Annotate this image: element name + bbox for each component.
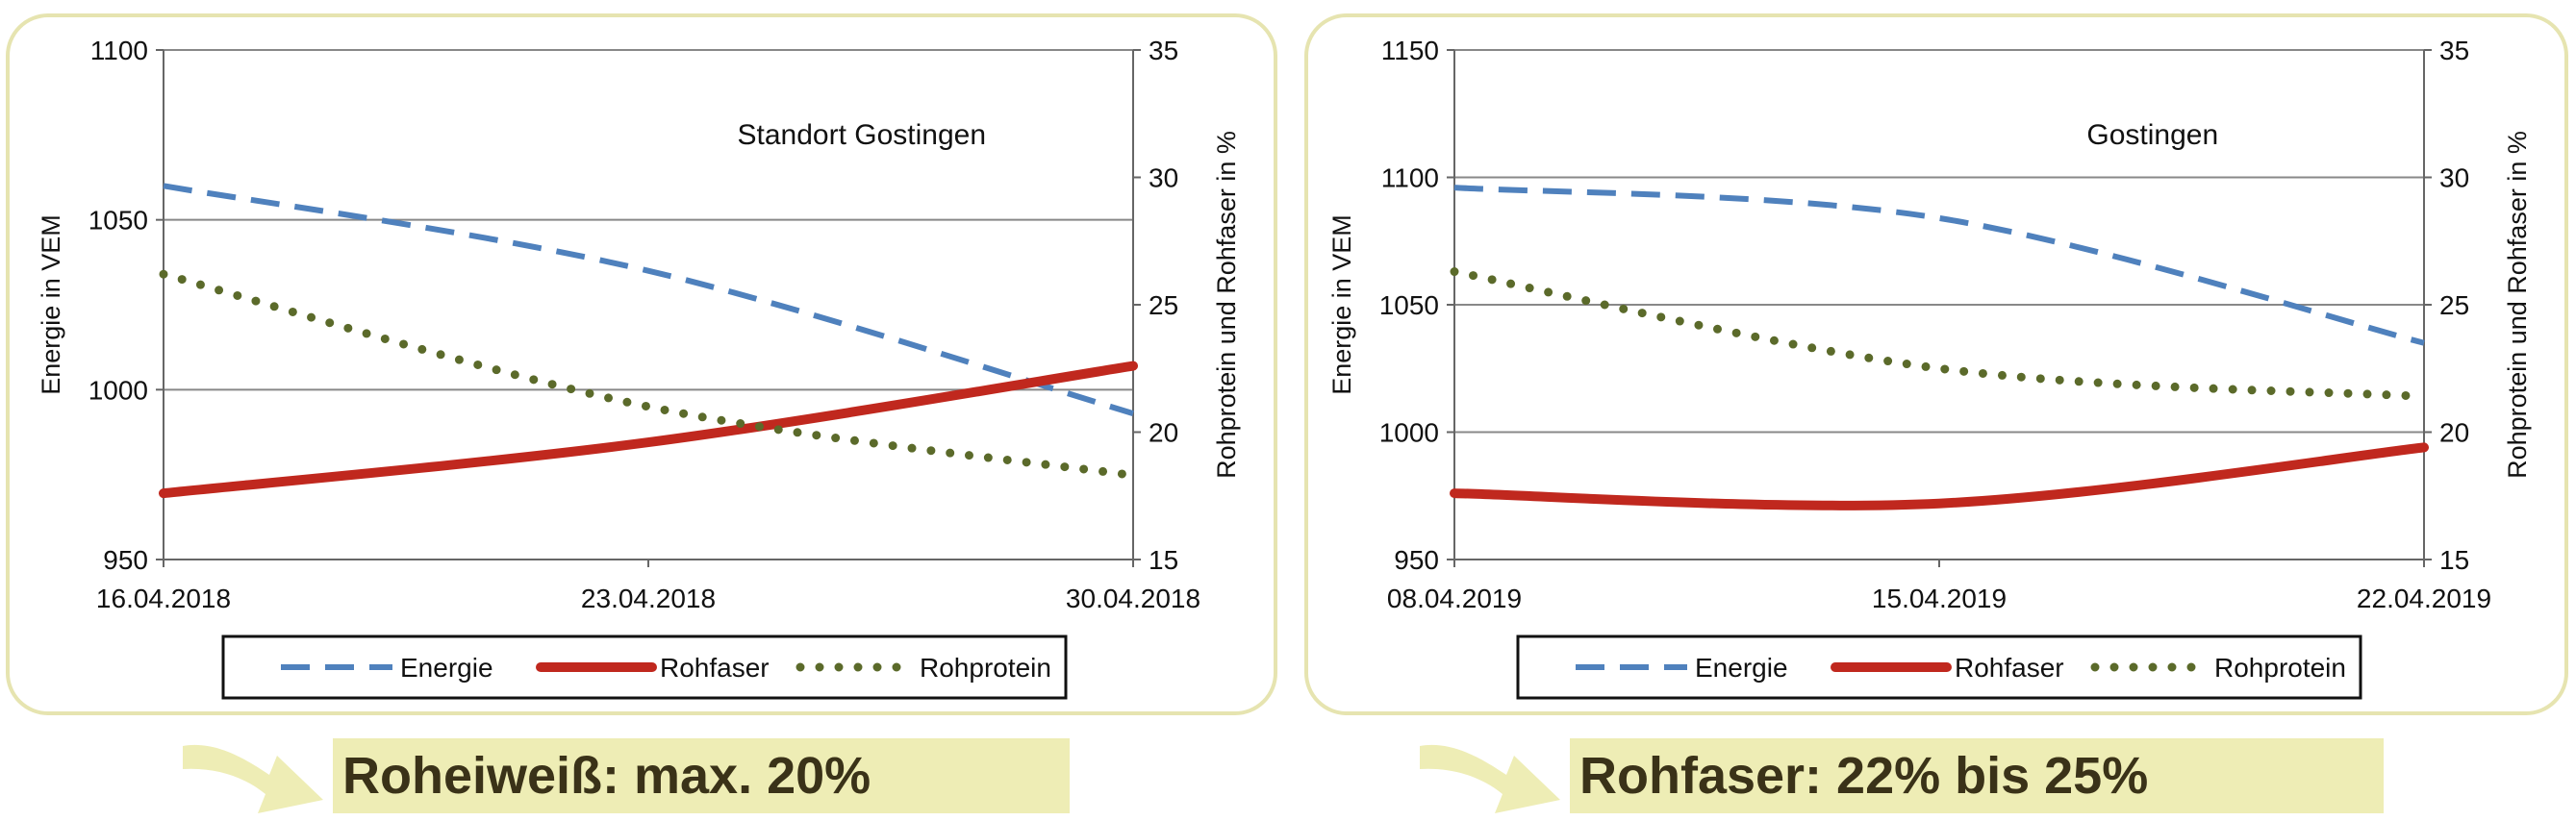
- y2-tick-label: 30: [1149, 163, 1178, 193]
- y-tick-label: 1100: [90, 36, 148, 65]
- y2-tick-label: 35: [1149, 36, 1178, 65]
- y2-tick-label: 20: [1149, 418, 1178, 448]
- arrow-right-icon: [183, 744, 323, 813]
- y2-tick-label: 15: [1149, 545, 1178, 575]
- y2-tick-label: 25: [2439, 290, 2469, 320]
- x-tick-label: 23.04.2018: [581, 584, 716, 613]
- series-line-rohfaser: [1450, 442, 2429, 510]
- x-tick-label: 22.04.2019: [2357, 584, 2491, 613]
- legend-label: Rohfaser: [1955, 653, 2064, 683]
- y-tick-label: 1050: [88, 206, 148, 236]
- y-tick-label: 1050: [1379, 290, 1439, 320]
- x-tick-label: 08.04.2019: [1387, 584, 1522, 613]
- y2-tick-label: 15: [2439, 545, 2469, 575]
- y-tick-label: 1150: [1381, 36, 1439, 65]
- y2-axis-label: Rohprotein und Rohfaser in %: [2503, 131, 2532, 479]
- y2-tick-label: 35: [2439, 36, 2469, 65]
- series-line-rohprotein: [159, 269, 1138, 481]
- legend-label: Rohprotein: [2214, 653, 2346, 683]
- y2-tick-label: 25: [1149, 290, 1178, 320]
- y2-tick-label: 20: [2439, 418, 2469, 448]
- legend-label: Energie: [1695, 653, 1788, 683]
- chart-annotation: Gostingen: [2086, 119, 2218, 151]
- series-line-rohprotein: [1450, 267, 2429, 401]
- callout-fiber: Rohfaser: 22% bis 25%: [1570, 738, 2384, 813]
- chart-panel-left: 950 1000 1050 1100 15 20 25 30 35 16.04.2018 23.04…: [6, 13, 1277, 715]
- series-line-energie: [163, 183, 1134, 416]
- callout-protein: Roheiweiß: max. 20%: [333, 738, 1070, 813]
- series-line-rohfaser: [159, 361, 1138, 499]
- y-tick-label: 950: [103, 545, 148, 575]
- y-tick-label: 950: [1394, 545, 1439, 575]
- legend-label: Rohfaser: [660, 653, 770, 683]
- chart-right: 950 1000 1050 1100 1150 15 20 25 30 35 08.04.2019 1…: [1327, 36, 2532, 700]
- y-axis-label: Energie in VEM: [1327, 214, 1356, 395]
- y2-tick-label: 30: [2439, 163, 2469, 193]
- y-tick-label: 1000: [88, 375, 148, 405]
- legend-label: Rohprotein: [920, 653, 1051, 683]
- chart-annotation: Standort Gostingen: [738, 119, 987, 151]
- series-line-energie: [1453, 185, 2425, 346]
- y-tick-label: 1100: [1381, 163, 1439, 193]
- y-axis-label: Energie in VEM: [37, 214, 65, 395]
- legend-label: Energie: [400, 653, 493, 683]
- arrow-right-icon: [1420, 744, 1560, 813]
- chart-panel-right: 950 1000 1050 1100 1150 15 20 25 30 35 08.04.2019 1…: [1304, 13, 2568, 715]
- x-tick-label: 30.04.2018: [1066, 584, 1200, 613]
- y2-axis-label: Rohprotein und Rohfaser in %: [1212, 131, 1241, 479]
- x-tick-label: 15.04.2019: [1872, 584, 2007, 613]
- chart-left: 950 1000 1050 1100 15 20 25 30 35 16.04.2018 23.04…: [37, 36, 1241, 700]
- x-tick-label: 16.04.2018: [96, 584, 231, 613]
- y-tick-label: 1000: [1379, 418, 1439, 448]
